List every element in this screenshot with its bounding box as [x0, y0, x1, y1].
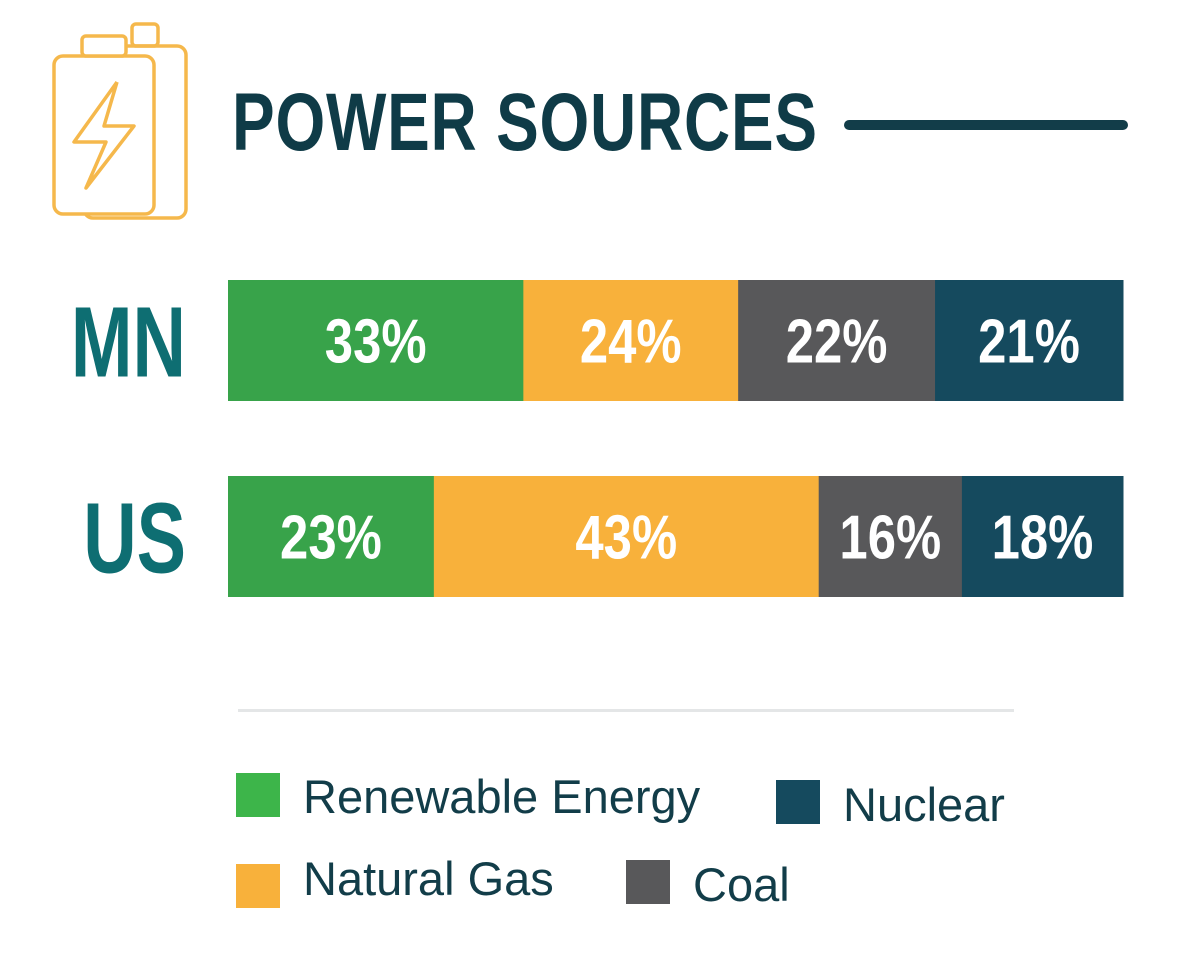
data-label-mn-natural-gas: 24%: [580, 308, 682, 377]
legend-divider: [238, 709, 1014, 712]
data-label-mn-nuclear: 21%: [978, 308, 1080, 377]
row-label-mn: MN: [71, 286, 186, 399]
legend-swatch-natural-gas: [236, 864, 280, 908]
legend-swatch-renewable: [236, 773, 280, 817]
legend-label-nuclear: Nuclear: [843, 778, 1005, 831]
data-label-us-coal: 16%: [839, 504, 941, 573]
bar-segment-mn-natural-gas: [523, 280, 739, 401]
title-rule: [844, 120, 1128, 130]
bar-segment-us-coal: [818, 476, 963, 597]
data-label-us-renewable-energy: 23%: [280, 504, 382, 573]
legend-swatch-coal: [626, 860, 670, 904]
legend-label-natural-gas: Natural Gas: [303, 852, 554, 905]
bar-segment-mn-renewable-energy: [228, 280, 524, 401]
data-label-us-natural-gas: 43%: [575, 504, 677, 573]
bar-segment-us-renewable-energy: [228, 476, 435, 597]
legend-swatch-nuclear: [776, 780, 820, 824]
bar-segment-mn-coal: [738, 280, 936, 401]
bar-segment-mn-nuclear: [935, 280, 1124, 401]
row-label-us: US: [83, 482, 186, 595]
data-label-us-nuclear: 18%: [992, 504, 1094, 573]
legend-label-coal: Coal: [693, 858, 790, 911]
bar-segment-us-natural-gas: [433, 476, 820, 597]
stacked-bar-chart: MN 33% 24% 22% 21% US 23% 43% 16% 18%: [71, 280, 1124, 597]
legend-label-renewable: Renewable Energy: [303, 770, 701, 823]
data-label-mn-renewable-energy: 33%: [325, 308, 427, 377]
bar-segment-us-nuclear: [961, 476, 1124, 597]
battery-bolt-icon: [52, 22, 188, 220]
page-title: POWER SOURCES: [232, 77, 818, 168]
data-label-mn-coal: 22%: [786, 308, 888, 377]
